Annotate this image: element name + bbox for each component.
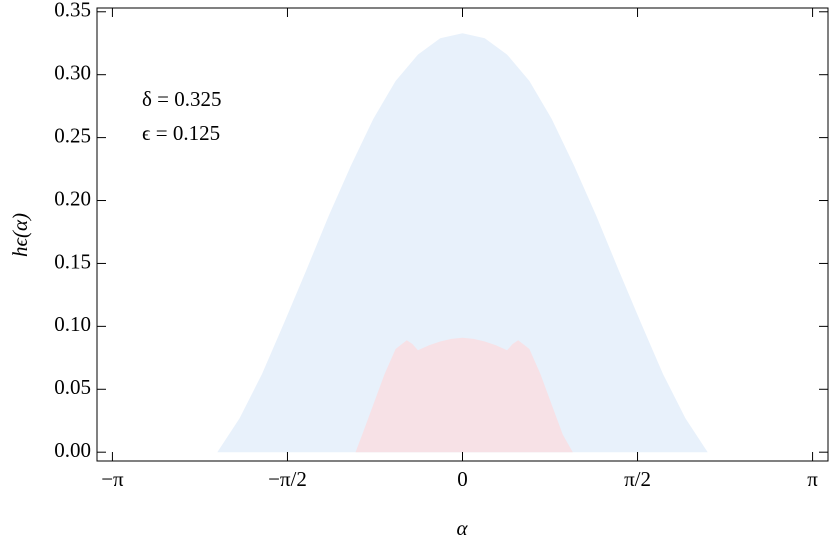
x-tick-label: π [807,467,818,491]
y-tick-label: 0.00 [54,438,91,462]
y-axis-label: hϵ(α) [8,213,32,257]
y-tick-label: 0.35 [54,0,91,22]
y-tick-label: 0.05 [54,375,91,399]
x-tick-label: 0 [457,467,468,491]
y-tick-label: 0.25 [54,123,91,147]
annotation: ϵ = 0.125 [142,121,220,145]
area-fill [217,33,708,453]
x-axis-label: α [456,516,468,540]
y-tick-label: 0.10 [54,312,91,336]
x-tick-label: π/2 [624,467,651,491]
y-tick-label: 0.30 [54,61,91,85]
y-tick-label: 0.15 [54,249,91,273]
area-fill [355,337,573,453]
x-tick-label: −π [101,467,124,491]
annotation: δ = 0.325 [142,87,222,111]
y-tick-label: 0.20 [54,186,91,210]
x-tick-label: −π/2 [268,467,307,491]
